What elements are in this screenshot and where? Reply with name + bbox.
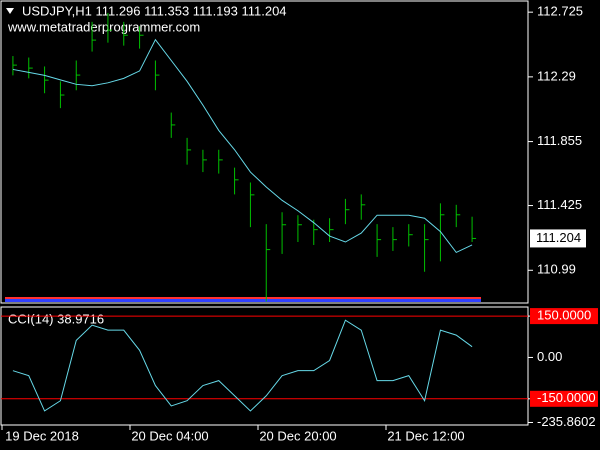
main-frame: [0, 0, 529, 304]
y-tick-label: 0.00: [537, 349, 562, 364]
chart-title: USDJPY,H1 111.296 111.353 111.193 111.20…: [22, 3, 287, 18]
level-label-bg: [530, 390, 598, 407]
y-tick-label: 150.0000: [537, 308, 591, 323]
watermark: www.metatraderprogrammer.com: [7, 19, 200, 34]
last-price-box: [530, 229, 586, 248]
y-tick-label: 111.855: [537, 133, 582, 148]
indicator-title: CCI(14) 38.9716: [8, 311, 104, 326]
x-tick-label: 20 Dec 04:00: [131, 428, 208, 443]
last-price: 111.204: [536, 230, 581, 245]
x-tick-label: 21 Dec 12:00: [387, 428, 464, 443]
menu-arrow[interactable]: [6, 8, 14, 14]
y-tick-label: 112.725: [537, 4, 583, 19]
y-tick-label: 111.425: [537, 197, 582, 212]
ribbon: [5, 297, 481, 299]
y-tick-label: -150.0000: [537, 390, 596, 405]
y-tick-label: 110.99: [537, 262, 576, 277]
level-label-bg: [530, 308, 598, 325]
x-tick-label: 20 Dec 20:00: [259, 428, 336, 443]
x-tick-label: 19 Dec 2018: [5, 428, 79, 443]
cci-line: [12, 319, 473, 412]
indicator-frame: [0, 306, 529, 426]
moving-average: [12, 38, 473, 254]
ribbon: [5, 297, 481, 302]
y-tick-label: -235.8602: [537, 414, 596, 429]
y-tick-label: 112.29: [537, 68, 576, 83]
